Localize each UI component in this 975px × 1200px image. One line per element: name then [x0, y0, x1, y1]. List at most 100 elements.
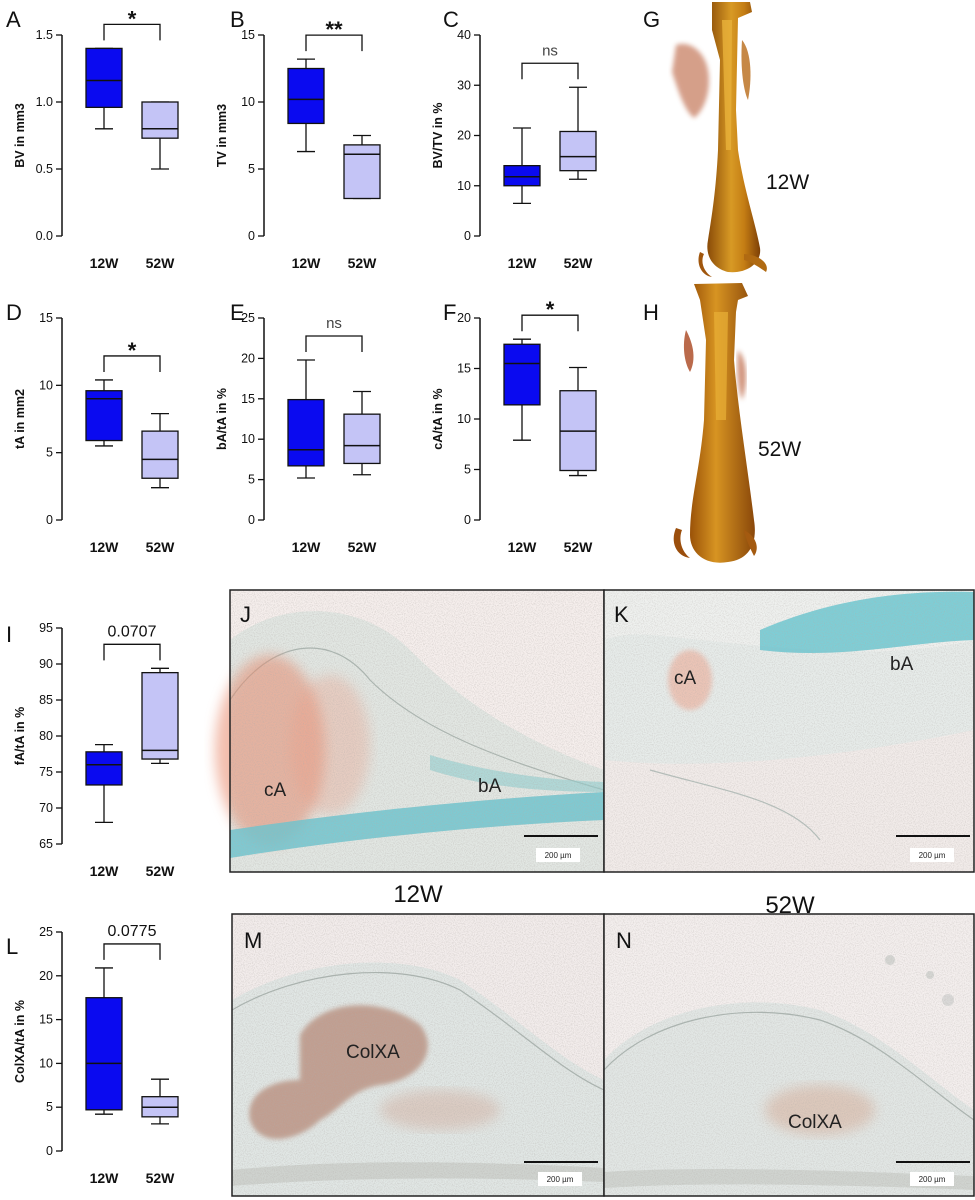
- y-axis-label: BV/TV in %: [431, 103, 445, 169]
- panel-label-h: H: [643, 300, 659, 325]
- box-52w: [141, 101, 179, 170]
- y-tick-label: 5: [464, 463, 471, 477]
- significance-bracket: [521, 62, 579, 80]
- significance-label: **: [325, 17, 343, 42]
- significance-bracket: [103, 943, 161, 960]
- x-category-label: 52W: [146, 255, 176, 271]
- box-12w: [85, 47, 123, 130]
- x-category-label: 12W: [508, 539, 538, 555]
- y-tick-label: 0: [464, 229, 471, 243]
- y-tick-label: 0.0: [36, 229, 53, 243]
- annotation-ca: cA: [674, 668, 697, 689]
- boxplot-c: C 0 10 20 30 40 BV/TV in % 12W 52W ns: [431, 7, 597, 271]
- panel-label-g: G: [643, 7, 660, 32]
- x-category-label: 52W: [146, 863, 176, 879]
- panel-label-f: F: [443, 300, 456, 325]
- boxplot-e: E 0 5 10 15 20 25 bA/tA in % 12W 52W ns: [215, 300, 381, 555]
- y-tick-label: 5: [46, 1100, 53, 1114]
- box-52w: [559, 86, 597, 180]
- significance-label: ns: [326, 315, 342, 332]
- significance-bracket: [103, 23, 161, 41]
- render-52w: H 52W: [643, 283, 801, 563]
- x-category-label: 52W: [564, 539, 594, 555]
- significance-bracket: [103, 355, 161, 372]
- box-iqr: [343, 144, 381, 200]
- render-12w: G 12W: [643, 2, 809, 277]
- y-tick-label: 5: [248, 162, 255, 176]
- x-category-label: 12W: [508, 255, 538, 271]
- y-axis-label: fA/tA in %: [13, 707, 27, 766]
- significance-label: *: [128, 338, 137, 363]
- significance-bracket: [521, 314, 579, 332]
- y-tick-label: 75: [39, 765, 53, 779]
- y-tick-label: 70: [39, 801, 53, 815]
- caption-12w: 12W: [393, 881, 443, 908]
- significance-label: 0.0775: [108, 923, 157, 940]
- significance-label: 0.0707: [108, 623, 157, 640]
- y-tick-label: 20: [39, 969, 53, 983]
- x-category-label: 12W: [90, 863, 120, 879]
- panel-label-b: B: [230, 7, 245, 32]
- y-tick-label: 0: [46, 1144, 53, 1158]
- y-axis-label: TV in mm3: [215, 104, 229, 167]
- y-tick-label: 1.0: [36, 95, 53, 109]
- boxplot-b: B 0 5 10 15 TV in mm3 12W 52W **: [215, 7, 381, 271]
- y-tick-label: 40: [457, 28, 471, 42]
- y-tick-label: 95: [39, 621, 53, 635]
- y-tick-label: 25: [39, 925, 53, 939]
- y-axis-label: cA/tA in %: [431, 388, 445, 449]
- boxplot-i: I 65 70 75 80 85 90 95 fA/tA in % 12W 52W 0.0707: [6, 621, 179, 879]
- scale-label: 200 µm: [545, 851, 572, 860]
- y-tick-label: 65: [39, 837, 53, 851]
- x-category-label: 12W: [90, 1170, 120, 1186]
- significance-label: ns: [542, 42, 558, 59]
- y-tick-label: 85: [39, 693, 53, 707]
- y-tick-label: 15: [39, 1013, 53, 1027]
- y-axis-label: ColXA/tA in %: [13, 1000, 27, 1083]
- boxplot-d: D 0 5 10 15 tA in mm2 12W 52W *: [6, 300, 179, 555]
- y-tick-label: 20: [457, 129, 471, 143]
- box-iqr: [287, 398, 325, 467]
- y-tick-label: 0: [46, 513, 53, 527]
- panel-label-d: D: [6, 300, 22, 325]
- histology-j: J cA bA 200 µm: [215, 589, 605, 873]
- box-iqr: [343, 413, 381, 465]
- panel-label-c: C: [443, 7, 459, 32]
- box-12w: [85, 743, 123, 824]
- boxplot-a: A 0.0 0.5 1.0 1.5 BV in mm3 12W 52W *: [6, 6, 179, 271]
- x-category-label: 12W: [90, 255, 120, 271]
- box-12w: [85, 379, 123, 447]
- box-iqr: [503, 343, 541, 406]
- y-tick-label: 10: [457, 412, 471, 426]
- x-category-label: 12W: [90, 539, 120, 555]
- y-tick-label: 25: [241, 311, 255, 325]
- y-axis-label: BV in mm3: [13, 103, 27, 168]
- significance-bracket: [305, 335, 363, 353]
- box-iqr: [141, 671, 179, 760]
- box-iqr: [141, 430, 179, 479]
- box-52w: [141, 412, 179, 489]
- render-label-12w: 12W: [766, 171, 809, 194]
- y-tick-label: 80: [39, 729, 53, 743]
- y-tick-label: 10: [241, 95, 255, 109]
- annotation-colxa: ColXA: [788, 1112, 842, 1133]
- y-tick-label: 1.5: [36, 28, 53, 42]
- significance-bracket: [305, 34, 363, 52]
- panel-label-l: L: [6, 934, 18, 959]
- y-tick-label: 10: [241, 432, 255, 446]
- histology-k: K cA bA 200 µm: [603, 589, 975, 873]
- box-12w: [503, 127, 541, 204]
- box-iqr: [85, 997, 123, 1111]
- scale-label: 200 µm: [547, 1175, 574, 1184]
- annotation-ca: cA: [264, 780, 287, 801]
- y-axis-label: tA in mm2: [13, 389, 27, 449]
- significance-label: *: [128, 6, 137, 31]
- x-category-label: 12W: [292, 255, 322, 271]
- significance-bracket: [103, 643, 161, 661]
- box-iqr: [287, 67, 325, 125]
- significance-label: *: [546, 297, 555, 322]
- y-tick-label: 10: [457, 179, 471, 193]
- histology-n: N ColXA 200 µm: [603, 913, 975, 1197]
- scale-label: 200 µm: [919, 851, 946, 860]
